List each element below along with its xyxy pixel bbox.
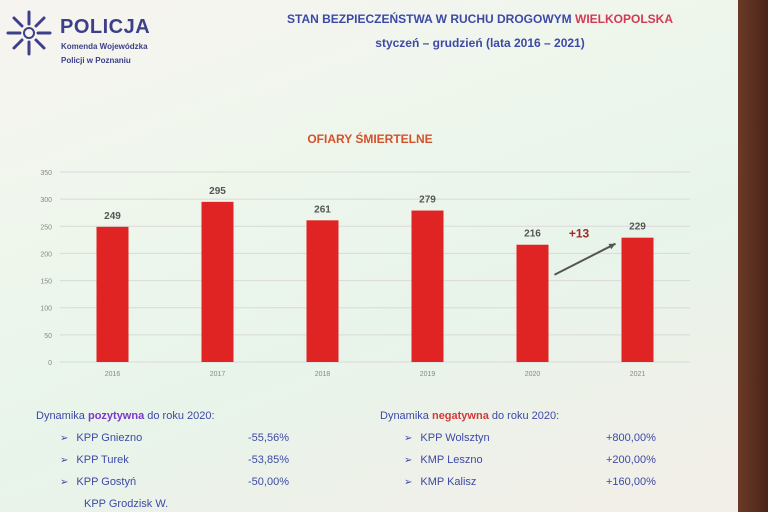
y-tick-label: 300 <box>40 197 52 204</box>
x-tick-label: 2020 <box>525 371 541 378</box>
bar <box>201 201 234 362</box>
x-tick-label: 2021 <box>630 371 646 378</box>
chart-title: OFIARY ŚMIERTELNE <box>307 132 433 146</box>
x-tick-label: 2018 <box>315 371 331 378</box>
arrow-bullet-icon: ➢ <box>404 477 413 488</box>
list-item-name: KPP Grodzisk W. <box>84 498 169 510</box>
slide-subtitle: styczeń – grudzień (lata 2016 – 2021) <box>375 36 585 50</box>
arrow-bullet-icon: ➢ <box>60 455 69 466</box>
bar <box>516 244 549 362</box>
data-label: 261 <box>314 204 331 215</box>
projector-edge <box>738 0 768 512</box>
annotation-arrow-line <box>554 242 616 276</box>
brand-subtitle-2: Policji w Poznaniu <box>61 56 131 65</box>
y-tick-label: 0 <box>48 360 52 367</box>
list-item: ➢ KPP Gostyń <box>60 476 136 488</box>
list-item: ➢ KMP Leszno <box>404 454 483 466</box>
list-item: KPP Grodzisk W. <box>84 498 168 510</box>
data-label: 216 <box>524 229 541 240</box>
bar <box>96 226 129 362</box>
list-item-value: -53,85% <box>248 454 289 466</box>
positive-header-post: do roku 2020: <box>144 410 215 422</box>
arrow-bullet-icon: ➢ <box>60 477 69 488</box>
arrow-bullet-icon: ➢ <box>60 433 69 444</box>
list-item-value: -55,56% <box>248 432 289 444</box>
list-item-value: -50,00% <box>248 476 289 488</box>
list-item-value: +160,00% <box>606 476 656 488</box>
arrow-bullet-icon: ➢ <box>404 455 413 466</box>
list-item-name: KPP Gostyń <box>76 476 137 488</box>
police-star-logo-icon <box>6 10 52 56</box>
negative-header-post: do roku 2020: <box>488 410 560 422</box>
data-label: 295 <box>209 186 226 197</box>
y-tick-label: 150 <box>40 279 52 286</box>
slide-title: STAN BEZPIECZEŃSTWA W RUCHU DROGOWYM WIE… <box>240 12 720 26</box>
annotation-label: +13 <box>569 227 590 241</box>
bar <box>621 237 654 362</box>
data-label: 249 <box>104 211 121 222</box>
list-item-name: KPP Wolsztyn <box>420 432 490 444</box>
positive-header-pre: Dynamika <box>36 410 88 422</box>
x-tick-label: 2016 <box>105 371 121 378</box>
x-tick-label: 2019 <box>420 371 436 378</box>
list-item: ➢ KPP Gniezno <box>60 432 142 444</box>
x-tick-label: 2017 <box>210 371 226 378</box>
list-item: ➢ KPP Turek <box>60 454 129 466</box>
slide-title-region: WIELKOPOLSKA <box>575 12 673 26</box>
y-tick-label: 50 <box>44 333 52 340</box>
list-item: ➢ KPP Wolsztyn <box>404 432 490 444</box>
annotation-arrow-head <box>608 243 616 250</box>
data-label: 229 <box>629 222 646 233</box>
y-tick-label: 250 <box>40 224 52 231</box>
list-item: ➢ KMP Kalisz <box>404 476 476 488</box>
positive-header-word: pozytywna <box>87 410 145 422</box>
brand-subtitle-1: Komenda Wojewódzka <box>61 42 148 51</box>
bar <box>306 220 339 362</box>
y-tick-label: 350 <box>40 170 52 177</box>
list-item-name: KPP Gniezno <box>76 432 143 444</box>
y-tick-label: 200 <box>40 251 52 258</box>
slide-title-main: STAN BEZPIECZEŃSTWA W RUCHU DROGOWYM <box>287 12 572 26</box>
negative-header: Dynamika negatywna do roku 2020: <box>380 410 559 422</box>
fatalities-bar-chart: 0 50 100 150 200 250 300 350 249 2016 295 2017 261 20… <box>40 170 690 378</box>
brand-name: POLICJA <box>60 16 151 38</box>
negative-header-pre: Dynamika <box>380 410 432 422</box>
arrow-bullet-icon: ➢ <box>404 433 413 444</box>
bar <box>411 210 444 362</box>
negative-header-word: negatywna <box>431 410 489 422</box>
y-tick-label: 100 <box>40 306 52 313</box>
data-label: 279 <box>419 195 436 206</box>
list-item-name: KMP Leszno <box>420 454 483 466</box>
list-item-name: KPP Turek <box>76 454 129 466</box>
list-item-name: KMP Kalisz <box>420 476 477 488</box>
positive-header: Dynamika pozytywna do roku 2020: <box>36 410 215 422</box>
presentation-slide: POLICJA Komenda Wojewódzka Policji w Poz… <box>0 0 740 512</box>
list-item-value: +200,00% <box>606 454 656 466</box>
list-item-value: +800,00% <box>606 432 656 444</box>
